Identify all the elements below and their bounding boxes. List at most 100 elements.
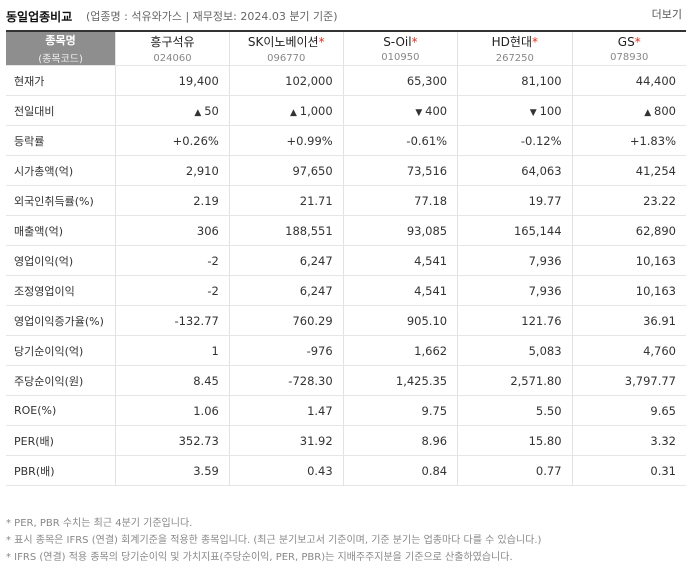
cell-value: 23.22	[643, 193, 676, 208]
table-row: 등락률 +0.26% +0.99% -0.61% -0.12% +1.83%	[6, 125, 686, 156]
row-label: 영업이익증가율(%)	[6, 305, 116, 336]
cell-value: -976	[306, 343, 333, 358]
cell-value: 2,910	[185, 163, 219, 178]
table-cell: 8.45	[115, 365, 230, 396]
cell-value: 0.43	[307, 463, 333, 478]
company-header[interactable]: SK이노베이션* 096770	[228, 30, 344, 66]
cell-value: 19.77	[528, 193, 562, 208]
company-name[interactable]: GS	[617, 34, 635, 49]
table-cell: 352.73	[115, 425, 230, 456]
table-header-row: 종목명 (종목코드) 흥구석유 024060 SK이노베이션* 096770 S…	[6, 30, 686, 66]
cell-value: 4,541	[414, 253, 448, 268]
cell-value: -2	[207, 283, 219, 298]
table-row: 현재가 19,400 102,000 65,300 81,100 44,400	[6, 65, 686, 96]
table-cell: -0.61%	[342, 125, 458, 156]
star-icon: *	[318, 35, 325, 49]
table-cell: 102,000	[228, 65, 344, 96]
cell-value: 9.65	[650, 403, 676, 418]
table-cell: 1.47	[228, 395, 344, 426]
table-cell: 4,541	[342, 275, 458, 306]
table-cell: 62,890	[571, 215, 686, 246]
table-row: 외국인취득률(%) 2.19 21.71 77.18 19.77 23.22	[6, 185, 686, 216]
cell-value: 165,144	[513, 223, 562, 238]
cell-value: 36.91	[643, 313, 676, 328]
star-icon: *	[411, 34, 418, 49]
cell-value: 1,425.35	[395, 373, 448, 388]
cell-value: -0.61%	[406, 133, 448, 148]
company-header[interactable]: GS* 078930	[571, 30, 686, 66]
table-cell: 9.75	[342, 395, 458, 426]
cell-value: 10,163	[635, 253, 676, 268]
cell-value: 3.59	[193, 463, 219, 478]
cell-value: -2	[207, 253, 219, 268]
cell-value: 93,085	[406, 223, 448, 238]
cell-value: -728.30	[288, 373, 333, 388]
corner-header-code: (종목코드)	[38, 54, 83, 65]
table-cell: ▲ 800	[571, 95, 686, 126]
cell-value: +1.83%	[629, 133, 676, 148]
cell-value: +0.99%	[286, 133, 333, 148]
table-cell: 19,400	[115, 65, 230, 96]
row-label: PBR(배)	[6, 455, 116, 486]
table-cell: 31.92	[228, 425, 344, 456]
table-cell: ▲ 1,000	[228, 95, 344, 126]
table-cell: -2	[115, 275, 230, 306]
section-subtitle: (업종명 : 석유와가스 | 재무정보: 2024.03 분기 기준)	[86, 10, 338, 23]
company-name[interactable]: 흥구석유	[150, 35, 195, 49]
table-cell: 4,760	[571, 335, 686, 366]
cell-value: 21.71	[299, 193, 333, 208]
table-cell: 65,300	[342, 65, 458, 96]
cell-value: 7,936	[528, 283, 562, 298]
table-cell: 77.18	[342, 185, 458, 216]
footnote: * 표시 종목은 IFRS (연결) 회계기준을 적용한 종목입니다. (최근 …	[6, 535, 542, 546]
star-icon: *	[634, 34, 641, 49]
company-name[interactable]: SK이노베이션	[247, 35, 319, 49]
cell-value: 3,797.77	[624, 373, 676, 388]
table-cell: 8.96	[342, 425, 458, 456]
table-cell: -976	[228, 335, 344, 366]
cell-value: 2.19	[193, 193, 219, 208]
cell-value: -0.12%	[520, 133, 562, 148]
table-cell: 0.77	[457, 455, 573, 486]
table-cell: 188,551	[228, 215, 344, 246]
company-name[interactable]: S-Oil	[383, 34, 412, 49]
cell-value: 6,247	[299, 283, 333, 298]
company-header[interactable]: HD현대* 267250	[457, 30, 573, 66]
star-icon: *	[532, 35, 538, 49]
company-code: 024060	[153, 53, 192, 64]
cell-value: 1,662	[414, 343, 448, 358]
company-name[interactable]: HD현대	[491, 35, 532, 49]
row-label: 당기순이익(억)	[6, 335, 116, 366]
table-cell: 3,797.77	[571, 365, 686, 396]
cell-value: 44,400	[635, 73, 676, 88]
table-cell: 2,571.80	[457, 365, 573, 396]
table-cell: 306	[115, 215, 230, 246]
cell-value: 8.45	[193, 373, 219, 388]
company-header[interactable]: S-Oil* 010950	[342, 30, 458, 66]
cell-value: 7,936	[528, 253, 562, 268]
row-label: ROE(%)	[6, 395, 116, 426]
cell-value: 2,571.80	[510, 373, 562, 388]
table-cell: 3.59	[115, 455, 230, 486]
table-cell: 5,083	[457, 335, 573, 366]
cell-value: 8.96	[421, 433, 448, 448]
corner-header-name: 종목명	[45, 34, 76, 47]
cell-value: 0.77	[535, 463, 562, 478]
more-link[interactable]: 더보기	[651, 8, 682, 21]
table-row: ROE(%) 1.06 1.47 9.75 5.50 9.65	[6, 395, 686, 426]
table-cell: 165,144	[457, 215, 573, 246]
up-arrow-icon: ▲	[644, 107, 655, 118]
cell-value: 306	[196, 223, 219, 238]
table-cell: ▼ 400	[342, 95, 458, 126]
row-label: PER(배)	[6, 425, 116, 456]
table-cell: 41,254	[571, 155, 686, 186]
table-row: PER(배) 352.73 31.92 8.96 15.80 3.32	[6, 425, 686, 456]
cell-value: 760.29	[292, 313, 333, 328]
cell-value: -132.77	[174, 313, 219, 328]
cell-value: 100	[539, 103, 562, 118]
table-row: 영업이익증가율(%) -132.77 760.29 905.10 121.76 36.91	[6, 305, 686, 336]
company-header[interactable]: 흥구석유 024060	[115, 30, 230, 66]
row-label: 영업이익(억)	[6, 245, 116, 276]
cell-value: 9.75	[421, 403, 448, 418]
comparison-table: 종목명 (종목코드) 흥구석유 024060 SK이노베이션* 096770 S…	[6, 30, 686, 486]
